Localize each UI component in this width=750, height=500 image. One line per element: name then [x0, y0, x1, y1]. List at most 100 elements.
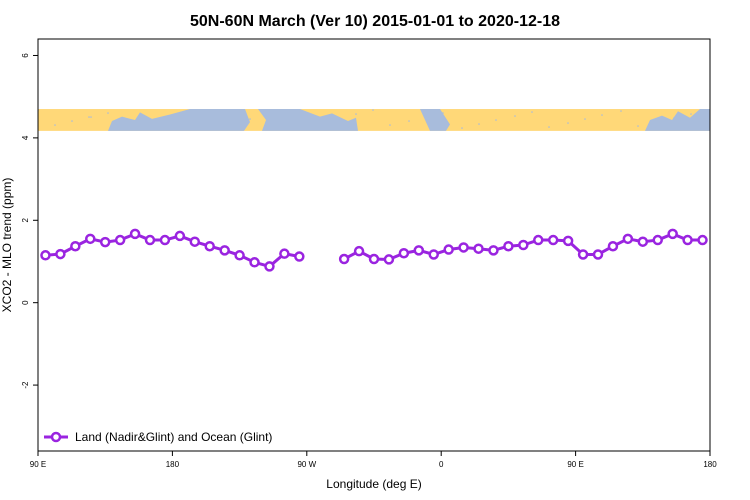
data-point: [338, 253, 350, 265]
map-speck: [54, 124, 56, 126]
x-tick-label: 90 E: [30, 460, 46, 469]
map-speck: [478, 123, 480, 125]
map-speck: [160, 119, 162, 121]
data-point: [443, 244, 454, 255]
map-ocean-3: [645, 109, 710, 131]
map-speck: [230, 122, 232, 124]
data-point: [129, 228, 141, 240]
data-point: [70, 240, 81, 252]
data-point: [55, 248, 66, 260]
map-speck: [283, 110, 285, 112]
map-speck: [673, 117, 675, 119]
map-speck: [425, 116, 427, 118]
map-speck: [196, 111, 198, 113]
legend-label: Land (Nadir&Glint) and Ocean (Glint): [75, 430, 272, 444]
map-speck: [707, 109, 709, 111]
map-speck: [336, 117, 338, 119]
map-speck: [601, 114, 603, 116]
legend-marker: [50, 431, 62, 443]
chart-title: 50N-60N March (Ver 10) 2015-01-01 to 202…: [190, 13, 560, 30]
data-point: [99, 236, 111, 248]
map-speck: [548, 126, 550, 128]
data-point: [547, 234, 559, 246]
map-speck: [71, 120, 73, 122]
data-point: [652, 234, 663, 246]
map-speck: [637, 125, 639, 127]
legend: Land (Nadir&Glint) and Ocean (Glint): [44, 430, 272, 444]
map-speck: [319, 121, 321, 123]
data-point: [189, 236, 201, 247]
map-speck: [124, 127, 126, 129]
data-point: [667, 228, 678, 240]
map-speck: [567, 122, 569, 124]
data-point: [577, 249, 589, 260]
map-strip: [38, 109, 710, 131]
x-axis: 90 E 180 90 W 0 90 E 180: [30, 451, 717, 469]
data-point: [413, 245, 425, 256]
data-point: [249, 257, 260, 268]
map-speck: [442, 112, 444, 114]
data-point: [622, 233, 634, 245]
map-speck: [143, 123, 145, 125]
y-axis: -2 0 2 4 6: [21, 53, 38, 389]
data-point: [697, 234, 708, 246]
y-axis-label: XCO2 - MLO trend (ppm): [0, 178, 14, 313]
data-point: [279, 248, 290, 259]
map-speck: [90, 116, 92, 118]
data-point: [294, 251, 305, 262]
series-layer: [40, 228, 708, 272]
map-speck: [620, 110, 622, 112]
map-speck: [88, 116, 90, 118]
data-point: [503, 240, 514, 252]
y-tick-label: 6: [21, 53, 30, 58]
map-speck: [584, 118, 586, 120]
map-speck: [266, 114, 268, 116]
y-tick-label: -2: [21, 381, 30, 389]
x-axis-label: Longitude (deg E): [326, 477, 421, 491]
data-point: [398, 247, 410, 259]
data-point: [488, 245, 499, 256]
map-speck: [495, 119, 497, 121]
map-ocean-2: [420, 109, 450, 131]
map-ocean-1: [258, 109, 358, 131]
data-point: [562, 235, 574, 247]
plot-area: [37, 38, 711, 452]
data-point: [144, 234, 156, 246]
y-tick-label: 2: [21, 218, 30, 223]
data-point: [518, 239, 529, 251]
data-point: [368, 253, 380, 265]
data-point: [607, 240, 619, 252]
data-point: [174, 230, 186, 242]
data-point: [383, 254, 395, 265]
data-point: [533, 234, 544, 246]
map-speck: [654, 121, 656, 123]
x-tick-label: 0: [439, 460, 444, 469]
data-point: [428, 249, 439, 260]
data-point: [637, 236, 649, 247]
x-tick-label: 90 E: [567, 460, 583, 469]
map-speck: [461, 127, 463, 129]
x-tick-label: 180: [166, 460, 180, 469]
map-speck: [531, 111, 533, 113]
map-speck: [389, 124, 391, 126]
map-speck: [690, 113, 692, 115]
map-ocean-0: [108, 109, 250, 131]
data-point: [40, 250, 51, 261]
data-point: [204, 240, 215, 252]
map-speck: [355, 113, 357, 115]
data-point: [353, 245, 365, 257]
data-point: [592, 249, 604, 260]
data-point: [85, 233, 96, 245]
map-speck: [107, 112, 109, 114]
y-tick-label: 4: [21, 135, 30, 140]
data-point: [682, 234, 693, 246]
map-speck: [408, 120, 410, 122]
x-tick-label: 90 W: [297, 460, 316, 469]
map-speck: [372, 109, 374, 111]
map-speck: [302, 125, 304, 127]
data-point: [234, 250, 245, 261]
map-speck: [249, 118, 251, 120]
data-point: [458, 242, 469, 253]
data-point: [264, 261, 275, 272]
